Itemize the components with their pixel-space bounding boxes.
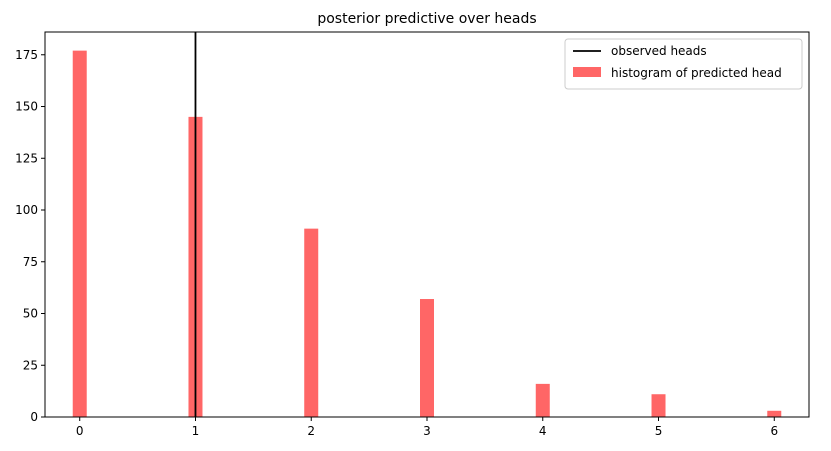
bar-3	[420, 299, 434, 417]
legend: observed heads histogram of predicted he…	[564, 38, 803, 90]
y-tick-label-25: 25	[23, 358, 38, 372]
chart-title: posterior predictive over heads	[317, 11, 536, 27]
legend-label-histogram: histogram of predicted head	[611, 66, 782, 80]
y-tick-label-0: 0	[30, 410, 38, 424]
y-tick-label-50: 50	[23, 307, 38, 321]
bar-4	[535, 383, 550, 417]
legend-label-observed-heads: observed heads	[611, 44, 707, 58]
y-tick-label-100: 100	[15, 203, 38, 217]
x-tick-label-5: 5	[655, 424, 663, 438]
x-tick-label-0: 0	[76, 424, 84, 438]
x-tick-label-1: 1	[192, 424, 200, 438]
legend-box	[564, 38, 803, 90]
x-tick-label-6: 6	[770, 424, 778, 438]
bar-6	[767, 410, 782, 417]
y-tick-label-125: 125	[15, 151, 38, 165]
legend-handle-histogram	[573, 67, 601, 77]
bar-5	[651, 394, 666, 417]
y-tick-label-175: 175	[15, 48, 38, 62]
x-tick-label-2: 2	[307, 424, 315, 438]
bar-0	[72, 50, 87, 417]
x-tick-label-3: 3	[423, 424, 431, 438]
y-tick-label-150: 150	[15, 100, 38, 114]
bar-2	[304, 228, 319, 417]
x-tick-label-4: 4	[539, 424, 547, 438]
y-tick-label-75: 75	[23, 255, 38, 269]
